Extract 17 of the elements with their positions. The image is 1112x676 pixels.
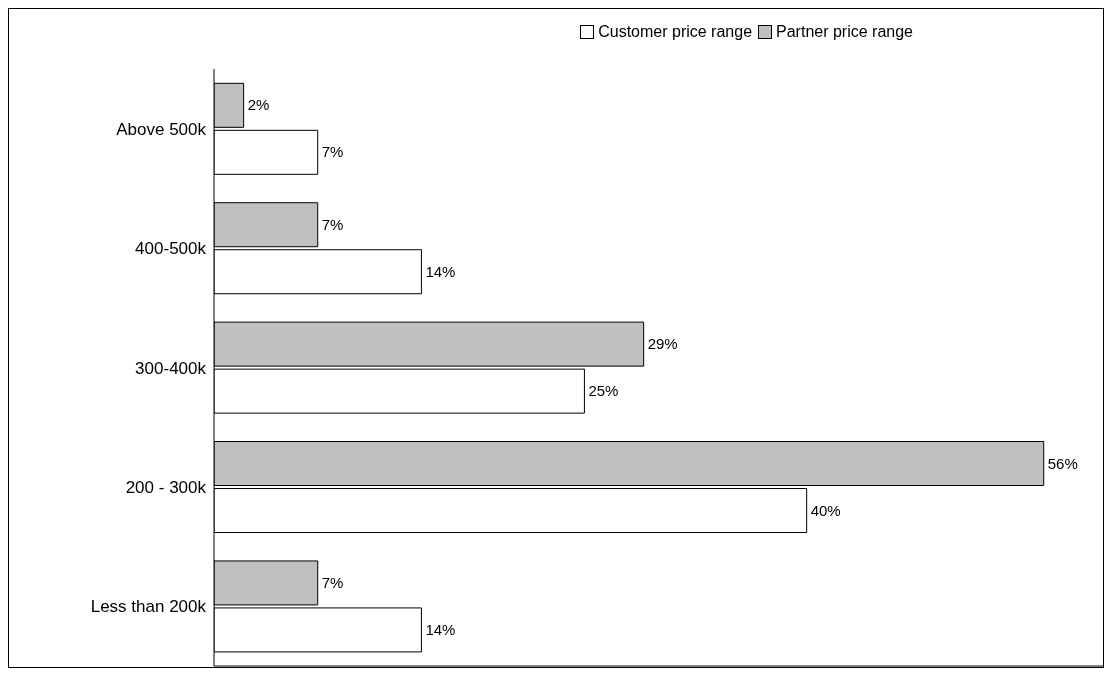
data-label: 7% [321,215,344,233]
data-label: 40% [810,501,841,519]
y-tick-label: 300-400k [135,358,207,378]
data-label: 56% [1047,454,1078,472]
data-label: 7% [321,143,344,161]
y-tick-label: 200 - 300k [125,477,207,497]
data-label: 2% [247,96,270,114]
data-label: 25% [588,382,619,400]
data-label: 14% [425,620,456,638]
legend-label: Partner price range [776,23,913,41]
data-label: 14% [425,262,456,280]
data-label: 7% [321,573,344,591]
data-label: 29% [647,335,678,353]
y-tick-label: 400-500k [135,239,207,259]
legend-label: Customer price range [598,23,753,41]
y-tick-label: Less than 200k [90,597,207,617]
y-tick-label: Above 500k [116,119,207,139]
